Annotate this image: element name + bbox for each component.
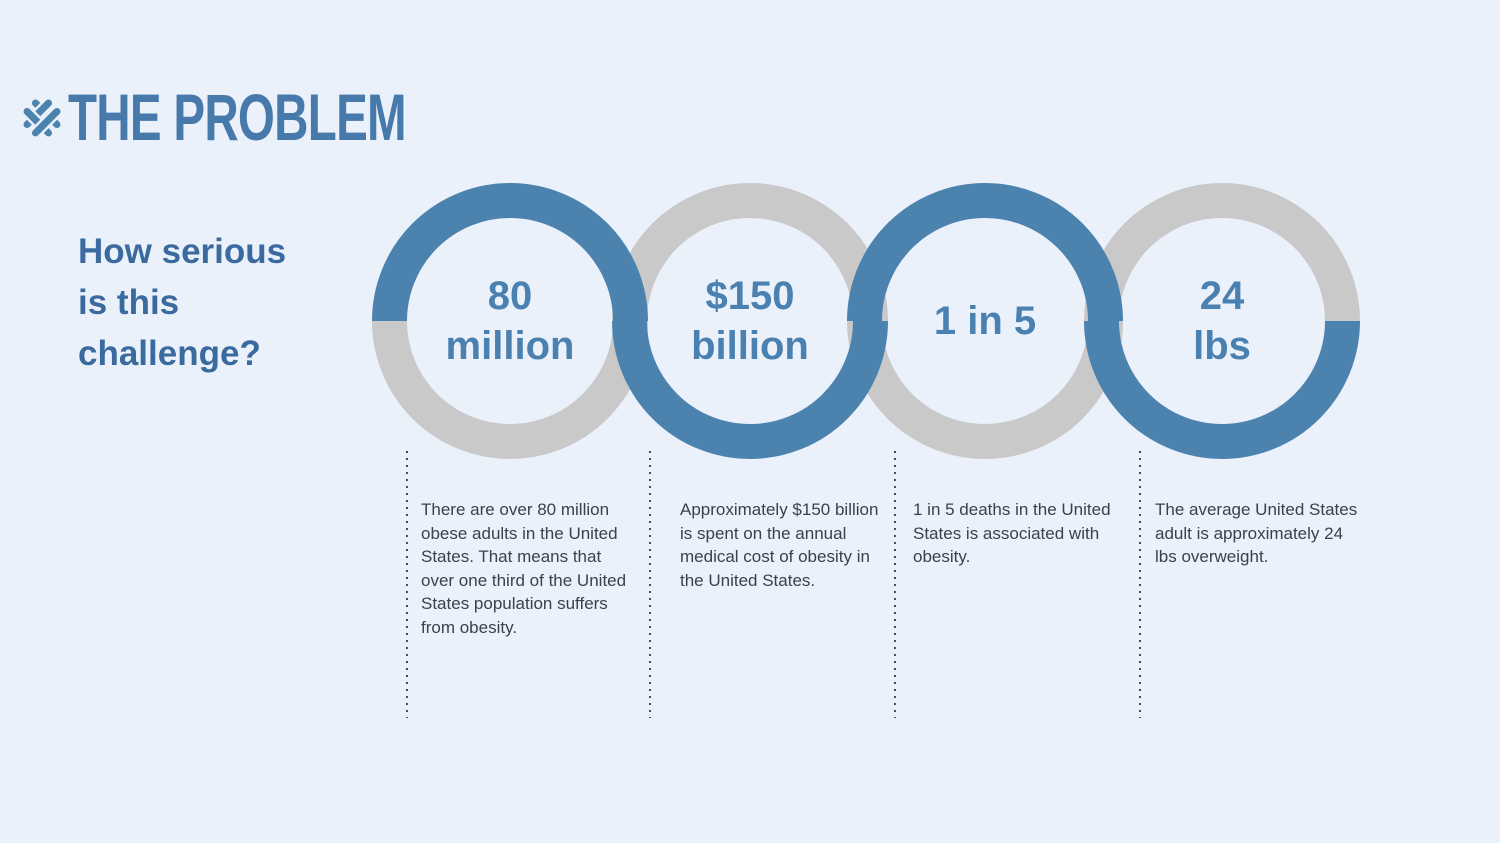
stat-description: 1 in 5 deaths in the United States is as…	[913, 500, 1111, 566]
stat-value: 24 lbs	[1193, 274, 1251, 368]
stat-value: 1 in 5	[933, 299, 1037, 343]
dotted-separator	[649, 451, 651, 718]
question-heading: How serious is this challenge?	[78, 232, 287, 373]
stat-value: $150 billion	[691, 274, 809, 368]
stat-ring-1-in-5: 1 in 5	[847, 183, 1123, 459]
dotted-separator	[894, 451, 896, 718]
stat-description: The average United States adult is appro…	[1155, 500, 1358, 566]
stat-description: Approximately $150 billion is spent on t…	[680, 500, 879, 590]
stat-value: 80 million	[445, 274, 575, 368]
dotted-separator	[1139, 451, 1141, 718]
dotted-separator	[406, 451, 408, 718]
page-title: THE PROBLEM	[68, 80, 407, 154]
stat-ring-80-million: 80 million	[372, 183, 648, 459]
stat-ring-24-lbs: 24 lbs	[1084, 183, 1360, 459]
weave-logo-icon	[16, 92, 68, 144]
slide-header: THE PROBLEM	[16, 84, 537, 150]
stat-description: There are over 80 million obese adults i…	[421, 500, 627, 637]
stat-ring-150-billion: $150 billion	[612, 183, 888, 459]
